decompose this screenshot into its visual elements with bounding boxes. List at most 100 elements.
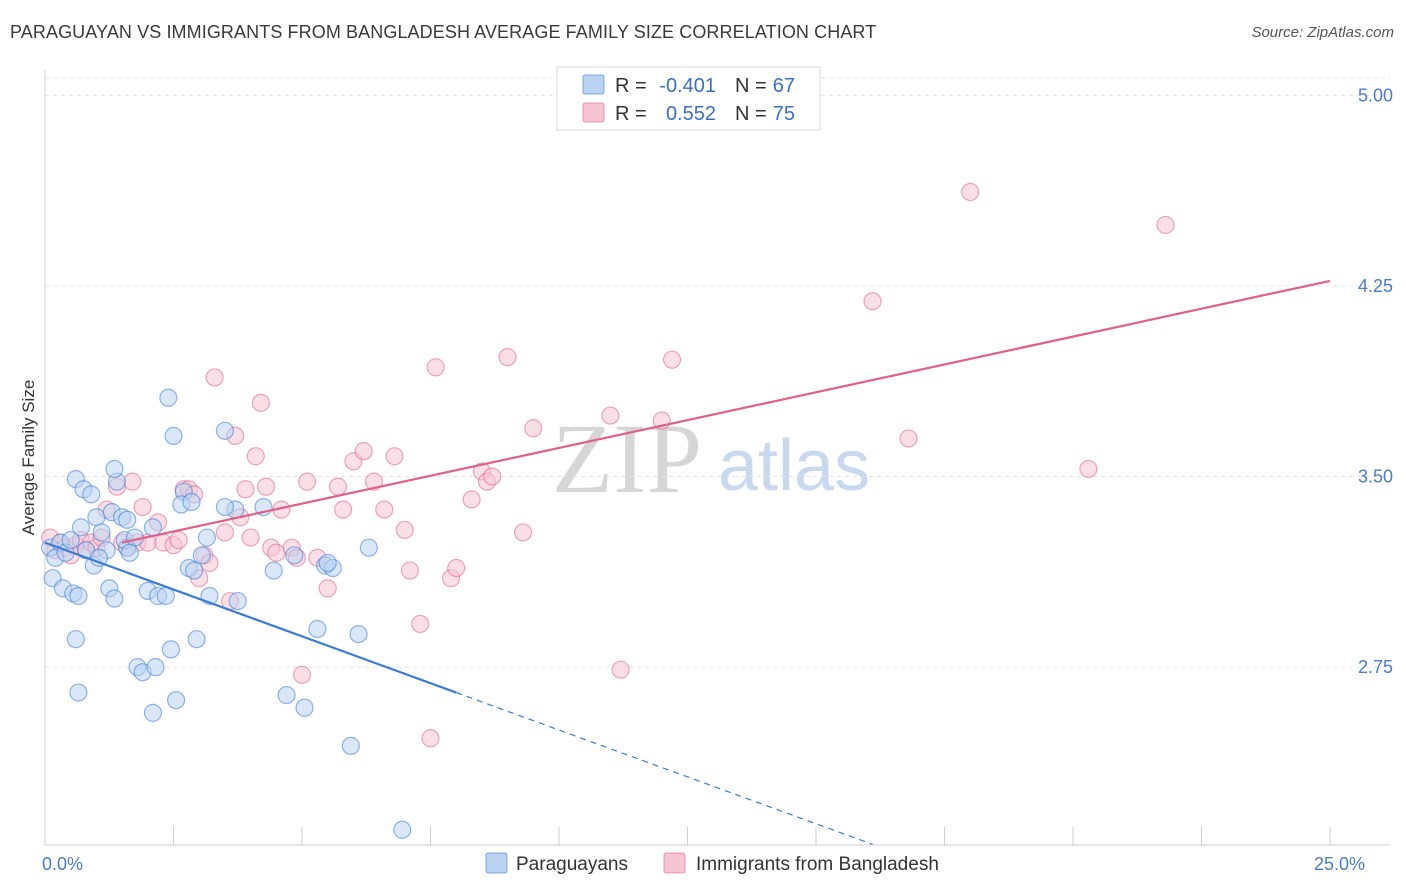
point-bangladesh xyxy=(498,348,517,367)
point-bangladesh xyxy=(513,523,533,542)
point-paraguayans xyxy=(120,543,139,562)
trend-lines xyxy=(44,279,1331,845)
point-paraguayans xyxy=(87,508,106,527)
point-paraguayans xyxy=(92,523,111,542)
watermark-atlas: atlas xyxy=(718,426,870,506)
point-bangladesh xyxy=(524,419,543,438)
point-paraguayans xyxy=(146,658,165,677)
point-bangladesh xyxy=(215,523,234,542)
point-paraguayans xyxy=(61,530,80,550)
point-paraguayans xyxy=(164,426,183,446)
watermark-zip: ZIP xyxy=(552,403,702,514)
legend-n-label: N = xyxy=(735,75,767,97)
legend-swatch-paraguayans xyxy=(485,852,508,874)
legend-n-value: 67 xyxy=(773,75,795,97)
point-bangladesh xyxy=(601,406,620,425)
point-paraguayans xyxy=(285,546,304,565)
point-paraguayans xyxy=(71,518,91,537)
point-bangladesh xyxy=(1156,215,1175,235)
point-bangladesh xyxy=(1079,459,1098,479)
legend-swatch xyxy=(582,102,605,123)
point-paraguayans xyxy=(393,820,412,839)
point-bangladesh xyxy=(298,472,317,491)
legend-label-paraguayans: Paraguayans xyxy=(516,854,628,875)
point-paraguayans xyxy=(143,703,163,722)
point-bangladesh xyxy=(421,729,440,748)
point-bangladesh xyxy=(375,500,394,519)
point-paraguayans xyxy=(187,630,206,649)
point-bangladesh xyxy=(236,480,255,499)
x-tick-label: 25.0% xyxy=(1314,854,1365,874)
point-paraguayans xyxy=(318,553,337,573)
legend-n-value: 75 xyxy=(773,103,795,125)
point-paraguayans xyxy=(192,546,211,565)
point-bangladesh xyxy=(251,393,270,412)
trend-line-paraguayans xyxy=(44,541,457,694)
watermark: ZIP atlas xyxy=(552,403,870,514)
point-bangladesh xyxy=(462,490,481,509)
point-paraguayans xyxy=(159,388,178,407)
point-paraguayans xyxy=(184,561,204,580)
point-bangladesh xyxy=(961,182,980,202)
point-paraguayans xyxy=(82,485,101,504)
point-paraguayans xyxy=(105,589,124,608)
point-paraguayans xyxy=(277,685,296,705)
chart-title: PARAGUAYAN VS IMMIGRANTS FROM BANGLADESH… xyxy=(10,22,877,42)
point-paraguayans xyxy=(359,538,378,557)
point-bangladesh xyxy=(354,442,373,461)
y-tick-label: 2.75 xyxy=(1358,657,1393,677)
point-bangladesh xyxy=(328,477,348,496)
point-bangladesh xyxy=(426,358,445,377)
x-tick-label: 0.0% xyxy=(42,854,83,874)
point-bangladesh xyxy=(241,528,260,547)
legend-r-label: R = xyxy=(615,75,647,97)
point-bangladesh xyxy=(395,520,414,540)
legend-swatch-bangladesh xyxy=(663,852,686,874)
point-paraguayans xyxy=(308,619,327,639)
point-bangladesh xyxy=(318,579,337,598)
trend-line-paraguayans-extension xyxy=(455,691,873,845)
y-tick-label: 4.25 xyxy=(1358,276,1393,296)
legend-r-value: -0.401 xyxy=(659,75,716,97)
point-paraguayans xyxy=(295,698,314,717)
point-bangladesh xyxy=(611,660,630,679)
point-bangladesh xyxy=(334,500,353,519)
point-paraguayans xyxy=(166,691,186,710)
point-paraguayans xyxy=(349,624,368,644)
point-bangladesh xyxy=(863,292,882,311)
legend-r-label: R = xyxy=(615,103,647,125)
point-paraguayans xyxy=(264,561,283,580)
point-bangladesh xyxy=(364,472,384,491)
legend-r-value: 0.552 xyxy=(666,103,716,125)
point-paraguayans xyxy=(143,518,163,537)
point-paraguayans xyxy=(69,586,88,606)
point-bangladesh xyxy=(205,368,224,387)
point-bangladesh xyxy=(133,497,152,517)
axes: 2.75 3.50 4.25 5.00 0.0% 25.0% Average Family … xyxy=(19,70,1393,874)
correlation-legend: R = -0.401 N = 67 R = 0.552 N = 75 xyxy=(556,66,821,131)
point-paraguayans xyxy=(89,548,109,567)
point-paraguayans xyxy=(69,683,88,702)
point-bangladesh xyxy=(256,477,276,496)
series-legend: Paraguayans Immigrants from Bangladesh xyxy=(485,852,939,875)
y-tick-label: 3.50 xyxy=(1358,467,1393,487)
point-paraguayans xyxy=(215,497,234,517)
point-bangladesh xyxy=(662,350,682,369)
point-bangladesh xyxy=(411,614,430,634)
grid xyxy=(45,77,1390,668)
point-paraguayans xyxy=(228,591,247,611)
series-paraguayans-points xyxy=(41,388,412,839)
y-tick-label: 5.00 xyxy=(1358,85,1393,105)
chart-source: Source: ZipAtlas.com xyxy=(1251,24,1394,41)
point-paraguayans xyxy=(182,492,201,512)
y-axis-label: Average Family Size xyxy=(19,380,38,536)
point-paraguayans xyxy=(341,736,360,756)
point-bangladesh xyxy=(483,467,502,486)
point-bangladesh xyxy=(899,429,918,448)
point-bangladesh xyxy=(385,447,404,466)
point-bangladesh xyxy=(447,558,466,578)
point-bangladesh xyxy=(123,472,142,491)
legend-n-label: N = xyxy=(735,103,767,125)
point-paraguayans xyxy=(215,421,234,440)
